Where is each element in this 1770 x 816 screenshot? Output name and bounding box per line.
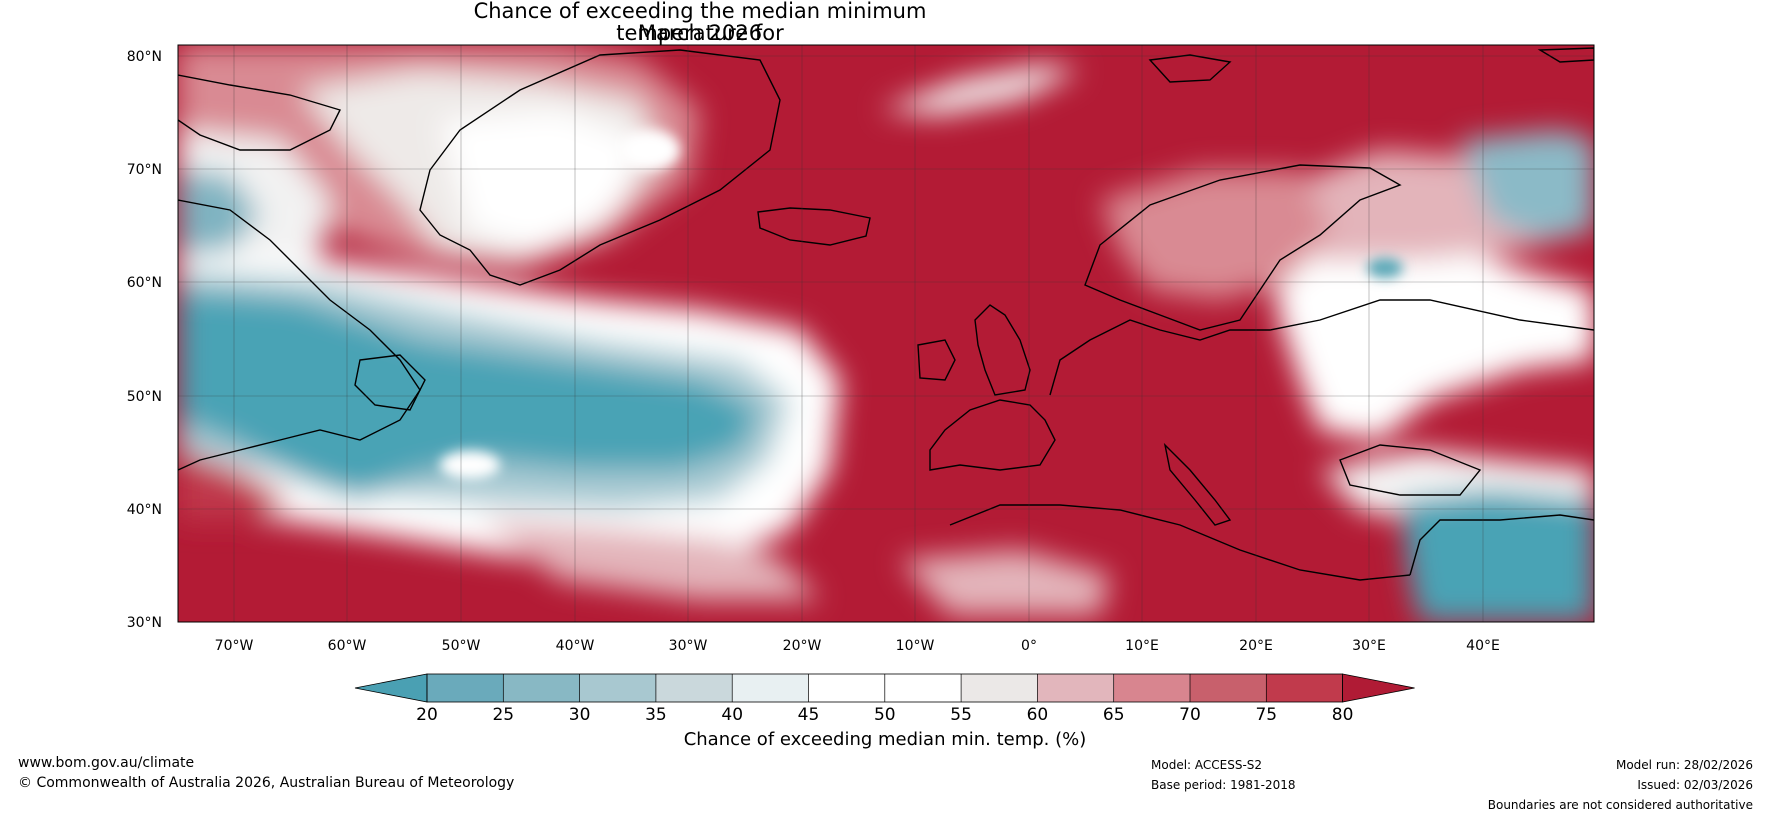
- coastlines: [178, 47, 1594, 581]
- field-atlantic-blue: [178, 290, 760, 500]
- colorbar-ticks: 20 25 30 35 40 45 50 55 60 65 70 75 80: [416, 705, 1353, 725]
- lon-label-20e: 20°E: [1239, 638, 1273, 654]
- lon-label-40w: 40°W: [556, 638, 595, 654]
- coast-north-africa: [949, 504, 1411, 581]
- lat-label-40n: 40°N: [127, 502, 162, 518]
- lat-label-50n: 50°N: [127, 389, 162, 405]
- coast-newfoundland: [354, 354, 426, 411]
- colorbar-tick-label: 65: [1103, 705, 1125, 725]
- coast-novaya-zemlya: [1537, 47, 1594, 63]
- field-svalbard-white: [880, 65, 1080, 115]
- coast-iberia: [929, 399, 1056, 471]
- coast-greenland: [419, 49, 781, 286]
- colorbar-label: Chance of exceeding median min. temp. (%…: [684, 729, 1087, 750]
- chart-title-line1: Chance of exceeding the median minimum t…: [473, 0, 927, 45]
- lat-label-60n: 60°N: [127, 275, 162, 291]
- lon-label-60w: 60°W: [328, 638, 367, 654]
- lat-label-80n: 80°N: [127, 49, 162, 65]
- field-baffin-blue: [178, 170, 260, 255]
- field-grn-white-spot: [620, 130, 680, 170]
- colorbar-tick-label: 60: [1027, 705, 1049, 725]
- colorbar-tick-label: 50: [874, 705, 896, 725]
- lon-label-30w: 30°W: [669, 638, 708, 654]
- lon-label-70w: 70°W: [215, 638, 254, 654]
- colorbar-tick-label: 45: [798, 705, 820, 725]
- lat-label-30n: 30°N: [127, 615, 162, 631]
- lon-labels: 70°W 60°W 50°W 40°W 30°W 20°W 10°W 0° 10…: [215, 638, 1500, 654]
- footer-url: www.bom.gov.au/climate: [18, 755, 195, 771]
- graticule: [178, 45, 1594, 622]
- field-russia-blue: [1460, 130, 1594, 240]
- colorbar-tick-label: 30: [569, 705, 591, 725]
- field-greenland-central-white: [440, 110, 640, 250]
- lon-label-0: 0°: [1021, 638, 1037, 654]
- coast-italy: [1163, 442, 1232, 526]
- map-frame: 80°N 70°N 60°N 50°N 40°N 30°N 70°W 60°W …: [127, 44, 1595, 654]
- footer-copyright: © Commonwealth of Australia 2026, Austra…: [18, 775, 515, 791]
- colorbar-tick-label: 35: [645, 705, 667, 725]
- footer-issued: Issued: 02/03/2026: [1637, 778, 1753, 792]
- lon-label-40e: 40°E: [1466, 638, 1500, 654]
- lon-label-50w: 50°W: [442, 638, 481, 654]
- coast-levant: [1409, 514, 1594, 576]
- colorbar-tick-label: 55: [950, 705, 972, 725]
- colorbar-tick-label: 70: [1179, 705, 1201, 725]
- colorbar-tick-label: 80: [1332, 705, 1354, 725]
- map-field: [178, 45, 1594, 622]
- coast-baffin: [178, 74, 341, 151]
- lon-label-10e: 10°E: [1125, 638, 1159, 654]
- lat-label-70n: 70°N: [127, 162, 162, 178]
- chart-title-line2: March 2026: [637, 21, 763, 45]
- field-baltic-blue: [1367, 258, 1403, 278]
- lon-label-20w: 20°W: [783, 638, 822, 654]
- lon-label-10w: 10°W: [896, 638, 935, 654]
- footer-base-period: Base period: 1981-2018: [1151, 778, 1296, 792]
- lon-label-30e: 30°E: [1352, 638, 1386, 654]
- colorbar-tick-label: 40: [721, 705, 743, 725]
- field-subtropic-pink: [480, 520, 820, 600]
- coast-black-sea: [1339, 444, 1482, 496]
- colorbar-tick-label: 25: [492, 705, 514, 725]
- field-atlantic-white-spot: [440, 451, 500, 479]
- colorbar-tick-label: 20: [416, 705, 438, 725]
- coast-iceland: [757, 207, 871, 246]
- footer-model: Model: ACCESS-S2: [1151, 758, 1263, 772]
- field-russia-white: [1270, 230, 1594, 440]
- lat-labels: 80°N 70°N 60°N 50°N 40°N 30°N: [127, 49, 162, 631]
- footer-disclaimer: Boundaries are not considered authoritat…: [1487, 798, 1753, 812]
- map-border: [177, 44, 1595, 623]
- footer-model-run: Model run: 28/02/2026: [1615, 758, 1753, 772]
- field-middleeast-blue: [1400, 490, 1594, 622]
- colorbar-tick-label: 75: [1255, 705, 1277, 725]
- coast-scandinavia: [1084, 164, 1402, 331]
- coast-britain: [974, 304, 1031, 396]
- coast-europe: [1049, 299, 1594, 396]
- coast-ireland: [917, 339, 956, 381]
- field-n-africa-pink: [900, 550, 1110, 615]
